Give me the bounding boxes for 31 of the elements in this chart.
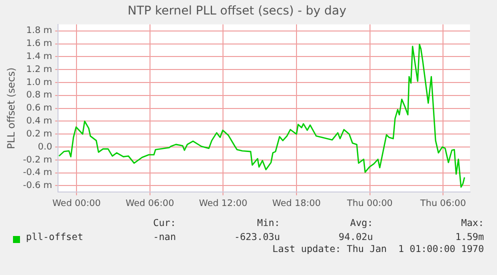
text: 94.02u bbox=[338, 232, 373, 243]
y-tick-label: 0.8 m bbox=[26, 90, 52, 101]
text: Last update: Thu Jan 1 01:00:00 1970 bbox=[272, 244, 484, 255]
y-tick-label: 1.6 m bbox=[26, 39, 52, 50]
text: 1.59m bbox=[455, 232, 484, 243]
legend-label: pll-offset bbox=[26, 232, 84, 243]
chart-title: NTP kernel PLL offset (secs) - by day bbox=[128, 3, 346, 18]
y-tick-label: 0.0 bbox=[38, 142, 52, 152]
y-tick-label: 1.0 m bbox=[26, 78, 52, 88]
y-tick-label: -0.4 m bbox=[22, 168, 52, 178]
text: Cur: bbox=[153, 218, 176, 229]
x-tick-label: Wed 06:00 bbox=[126, 198, 174, 209]
text: -623.03u bbox=[234, 232, 280, 243]
y-tick-label: 1.8 m bbox=[26, 26, 52, 36]
y-tick-label: 1.2 m bbox=[26, 64, 52, 75]
y-tick-label: -0.6 m bbox=[22, 181, 52, 192]
text: Avg: bbox=[350, 218, 373, 229]
y-axis-title: PLL offset (secs) bbox=[6, 67, 18, 150]
x-tick-label: Wed 00:00 bbox=[52, 198, 101, 209]
text: -nan bbox=[153, 232, 176, 243]
y-tick-label: 0.4 m bbox=[26, 116, 52, 127]
text: Min: bbox=[257, 218, 280, 229]
y-tick-label: 0.6 m bbox=[26, 104, 52, 114]
x-tick-label: Thu 06:00 bbox=[419, 198, 466, 209]
text: Max: bbox=[461, 218, 484, 229]
y-tick-label: 1.4 m bbox=[26, 52, 52, 62]
y-tick-label: 0.2 m bbox=[26, 129, 52, 140]
x-tick-label: Wed 12:00 bbox=[198, 198, 248, 209]
x-tick-label: Wed 18:00 bbox=[272, 198, 321, 209]
x-tick-label: Thu 00:00 bbox=[346, 198, 393, 209]
y-tick-label: -0.2 m bbox=[22, 155, 52, 166]
